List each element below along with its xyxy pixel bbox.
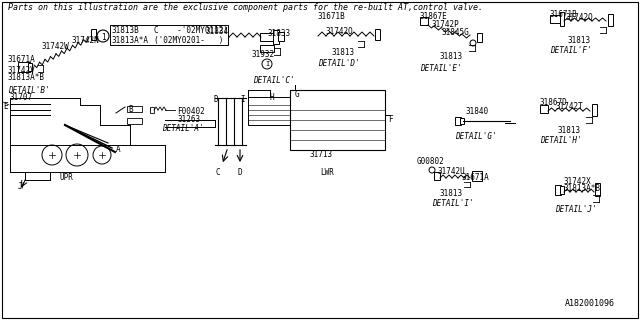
- Circle shape: [470, 40, 476, 46]
- Bar: [560, 186, 564, 194]
- Bar: [273, 30, 279, 44]
- Text: 31813B: 31813B: [112, 26, 140, 35]
- Text: 31932: 31932: [252, 50, 275, 59]
- Text: 31742P: 31742P: [432, 20, 460, 29]
- Bar: [555, 185, 561, 195]
- Bar: [260, 45, 274, 52]
- Bar: [608, 14, 613, 26]
- Text: F00402: F00402: [177, 107, 205, 116]
- Text: UPR: UPR: [60, 173, 74, 182]
- Bar: [127, 106, 142, 112]
- Text: 31813A*B: 31813A*B: [8, 73, 45, 82]
- Text: 31813: 31813: [568, 36, 591, 45]
- Bar: [595, 183, 600, 196]
- Text: G00802: G00802: [417, 157, 445, 166]
- Text: LWR: LWR: [320, 168, 334, 177]
- Circle shape: [97, 30, 109, 42]
- Text: DETAIL'F': DETAIL'F': [550, 46, 591, 55]
- Text: DETAIL'I': DETAIL'I': [432, 199, 474, 208]
- Text: 1: 1: [100, 33, 106, 42]
- Bar: [248, 97, 290, 125]
- Text: D: D: [237, 168, 242, 177]
- Text: 31742U: 31742U: [437, 167, 465, 176]
- Text: 31713: 31713: [310, 150, 333, 159]
- Text: DETAIL'A': DETAIL'A': [162, 124, 204, 133]
- Text: Parts on this illustration are the exclusive component parts for the re-built AT: Parts on this illustration are the exclu…: [8, 3, 483, 12]
- Bar: [28, 63, 32, 71]
- Text: 31742O: 31742O: [326, 27, 354, 36]
- Text: DETAIL'E': DETAIL'E': [420, 64, 461, 73]
- Text: 31867E: 31867E: [420, 12, 448, 21]
- Text: A182001096: A182001096: [565, 299, 615, 308]
- Circle shape: [429, 167, 435, 173]
- Circle shape: [93, 146, 111, 164]
- Text: 31671A: 31671A: [462, 173, 490, 182]
- Text: 31833: 31833: [267, 29, 290, 38]
- Text: 31742W: 31742W: [42, 42, 70, 51]
- Bar: [278, 32, 284, 41]
- Text: F: F: [388, 115, 392, 124]
- Bar: [472, 171, 482, 181]
- Text: 31263: 31263: [177, 115, 200, 124]
- Bar: [110, 25, 228, 45]
- Text: C: C: [215, 168, 220, 177]
- Text: 31671B: 31671B: [550, 10, 578, 19]
- Bar: [260, 33, 274, 41]
- Text: 31671B: 31671B: [318, 12, 346, 21]
- Text: 31742N: 31742N: [72, 36, 100, 45]
- Text: 31813: 31813: [332, 48, 355, 57]
- Text: DETAIL'J': DETAIL'J': [555, 205, 596, 214]
- Text: D: D: [213, 95, 218, 104]
- Bar: [420, 17, 428, 25]
- Text: 31671A: 31671A: [8, 55, 36, 64]
- Text: 31742V: 31742V: [8, 66, 36, 75]
- Bar: [477, 33, 482, 42]
- Circle shape: [66, 144, 88, 166]
- Text: 31813: 31813: [440, 189, 463, 198]
- Bar: [434, 172, 440, 180]
- Bar: [550, 15, 562, 23]
- Text: 31742X: 31742X: [563, 177, 591, 186]
- Bar: [455, 117, 461, 125]
- Text: 31813A*A: 31813A*A: [112, 36, 149, 45]
- Bar: [127, 118, 142, 124]
- Text: G: G: [295, 90, 300, 99]
- Text: ('02MY0201-   ): ('02MY0201- ): [154, 36, 223, 45]
- Text: B: B: [128, 105, 132, 114]
- Text: H: H: [270, 93, 275, 102]
- Text: DETAIL'D': DETAIL'D': [318, 59, 360, 68]
- Text: I: I: [265, 60, 269, 67]
- Text: 31813: 31813: [558, 126, 581, 135]
- Text: 31813: 31813: [440, 52, 463, 61]
- Bar: [592, 104, 597, 116]
- Text: J: J: [18, 182, 22, 191]
- Bar: [540, 105, 548, 113]
- Text: 31845G: 31845G: [442, 28, 470, 37]
- Text: DETAIL'G': DETAIL'G': [455, 132, 497, 141]
- Text: A: A: [116, 145, 120, 154]
- Circle shape: [42, 145, 62, 165]
- Bar: [150, 107, 154, 113]
- Text: DETAIL'B': DETAIL'B': [8, 86, 50, 95]
- Text: 31840: 31840: [465, 107, 488, 116]
- Text: 31707: 31707: [10, 93, 33, 102]
- Text: 31834: 31834: [205, 27, 228, 36]
- Bar: [560, 12, 564, 26]
- Circle shape: [262, 59, 272, 69]
- Bar: [375, 29, 380, 40]
- Text: 31742Q: 31742Q: [565, 13, 593, 22]
- Text: C    -'02MY0112): C -'02MY0112): [154, 26, 228, 35]
- Bar: [18, 62, 30, 72]
- Text: DETAIL'C': DETAIL'C': [253, 76, 294, 85]
- Text: 31813A*B: 31813A*B: [563, 184, 600, 193]
- Text: 31742T: 31742T: [555, 102, 583, 111]
- Text: E: E: [3, 102, 8, 111]
- Bar: [91, 29, 96, 40]
- Bar: [460, 118, 464, 124]
- Text: I: I: [240, 95, 244, 104]
- Bar: [290, 90, 385, 150]
- Text: 31867D: 31867D: [540, 98, 568, 107]
- Text: DETAIL'H': DETAIL'H': [540, 136, 582, 145]
